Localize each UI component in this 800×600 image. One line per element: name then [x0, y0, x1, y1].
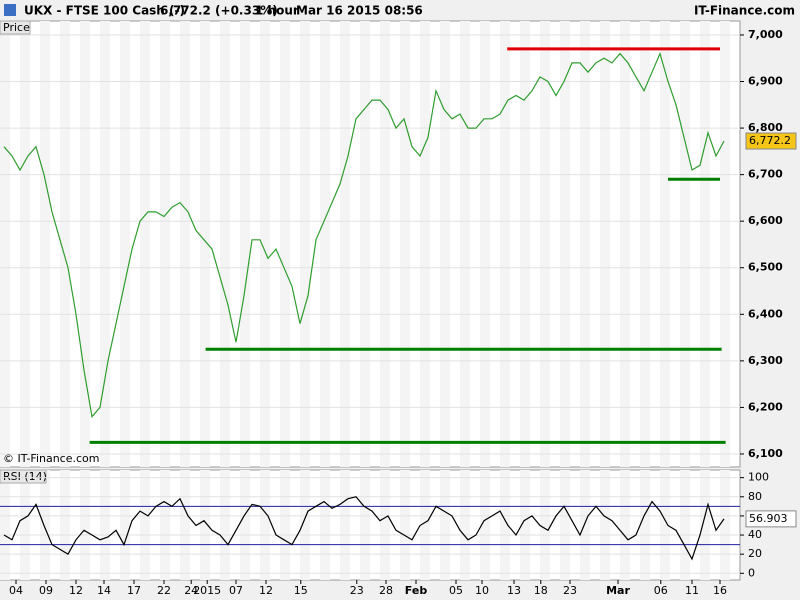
panel-label: RSI (14) [3, 470, 47, 483]
x-tick-label: 14 [97, 584, 111, 597]
brand: IT-Finance.com [694, 4, 795, 18]
y-tick-label: 20 [748, 547, 762, 560]
y-tick-label: 6,900 [748, 75, 783, 88]
series-line [3, 496, 725, 561]
watermark: © IT-Finance.com [3, 452, 100, 465]
header-icon[interactable] [4, 4, 16, 16]
symbol: UKX - FTSE 100 Cash (-) [24, 4, 185, 18]
x-tick-label: Feb [405, 584, 428, 597]
panel-label: Price [3, 21, 30, 34]
y-tick-label: 6,200 [748, 400, 783, 413]
y-tick-label: 0 [748, 566, 755, 579]
x-tick-label: 04 [9, 584, 23, 597]
x-tick-label: 13 [507, 584, 521, 597]
day-stripes [0, 470, 740, 580]
panel-label-box [0, 469, 47, 484]
y-tick-label: 6,500 [748, 261, 783, 274]
x-tick-label: 11 [685, 584, 699, 597]
x-tick-label: 24 [184, 584, 198, 597]
x-tick-label: 18 [534, 584, 548, 597]
panel-label-box [0, 20, 31, 35]
current-value-box [745, 132, 797, 150]
interval: 1 hour [255, 4, 299, 18]
x-tick-label: Mar [606, 584, 630, 597]
x-tick-label: 23 [563, 584, 577, 597]
y-tick-label: 6,700 [748, 168, 783, 181]
y-tick-label: 7,000 [748, 28, 783, 41]
series-line [3, 51, 725, 419]
x-tick-label: 12 [259, 584, 273, 597]
y-tick-label: 6,800 [748, 121, 783, 134]
datetime: Mar 16 2015 08:56 [296, 4, 423, 18]
x-tick-label: 23 [350, 584, 364, 597]
x-tick-label: 12 [69, 584, 83, 597]
y-tick-label: 100 [748, 471, 769, 484]
x-tick-label: 05 [449, 584, 463, 597]
x-tick-label: 07 [229, 584, 243, 597]
x-tick-label: 10 [475, 584, 489, 597]
current-value-label: 6,772.2 [749, 134, 791, 147]
y-tick-label: 6,400 [748, 307, 783, 320]
current-value-box [745, 510, 797, 528]
x-tick-label: 15 [294, 584, 308, 597]
x-tick-label: 22 [157, 584, 171, 597]
x-tick-label: 28 [379, 584, 393, 597]
current-value-label: 56.903 [749, 512, 788, 525]
y-tick-label: 6,300 [748, 354, 783, 367]
quote: 6,772.2 (+0.33%) [160, 4, 278, 18]
header-bar [0, 0, 800, 20]
x-tick-label: 09 [39, 584, 53, 597]
x-tick-label: 2015 [193, 584, 221, 597]
day-stripes [0, 21, 740, 467]
x-tick-label: 17 [127, 584, 141, 597]
x-tick-label: 06 [654, 584, 668, 597]
x-tick-label: 16 [713, 584, 727, 597]
y-tick-label: 6,600 [748, 214, 783, 227]
y-tick-label: 80 [748, 490, 762, 503]
y-tick-label: 40 [748, 528, 762, 541]
y-tick-label: 6,100 [748, 447, 783, 460]
